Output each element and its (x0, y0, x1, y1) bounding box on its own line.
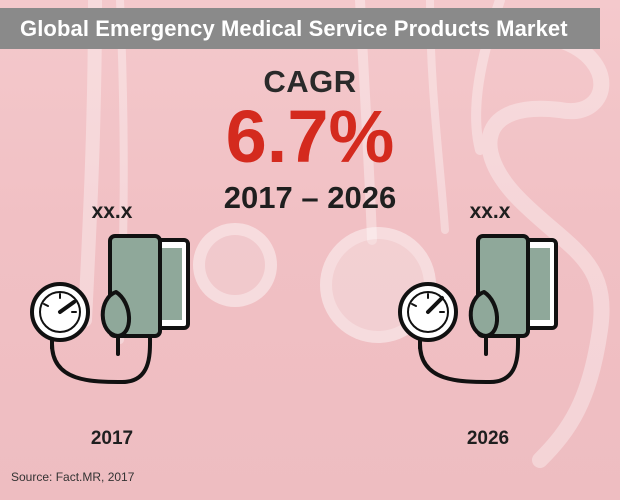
blood-pressure-monitor-icon (398, 234, 558, 384)
year-label-2026: 2026 (466, 428, 510, 449)
chart-title: Global Emergency Medical Service Product… (20, 15, 568, 41)
forecast-period: 2017 – 2026 (223, 180, 397, 215)
source-note: Source: Fact.MR, 2017 (11, 470, 135, 484)
blood-pressure-monitor-icon (30, 234, 190, 384)
value-label-2017: xx.x (91, 200, 133, 223)
cagr-value: 6.7% (225, 95, 395, 178)
cagr-label: CAGR (263, 64, 357, 99)
value-label-2026: xx.x (469, 200, 511, 223)
year-label-2017: 2017 (90, 428, 134, 449)
title-bar: Global Emergency Medical Service Product… (0, 8, 600, 49)
